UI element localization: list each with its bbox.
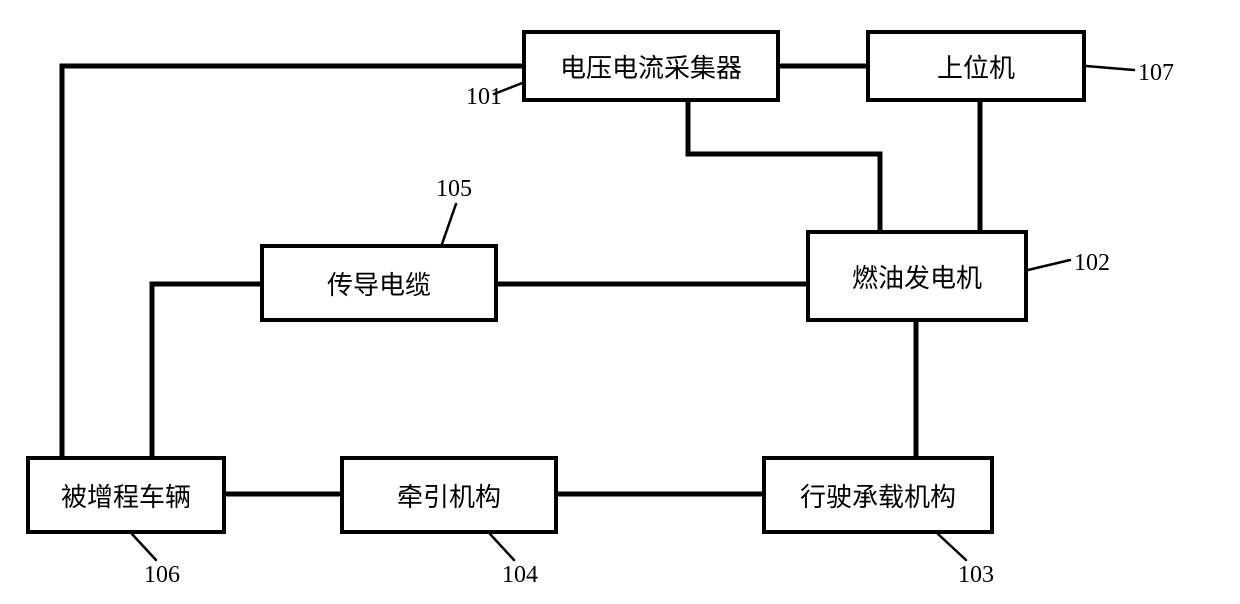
node-traction: 牵引机构 — [340, 456, 558, 534]
node-generator: 燃油发电机 — [806, 230, 1028, 322]
node-label-carrier: 行驶承载机构 — [800, 477, 956, 514]
node-label-vehicle: 被增程车辆 — [61, 477, 191, 514]
node-collector: 电压电流采集器 — [522, 30, 780, 102]
edge-collector-generator — [688, 102, 880, 230]
node-label-generator: 燃油发电机 — [852, 258, 982, 295]
node-cable: 传导电缆 — [260, 244, 498, 322]
node-host: 上位机 — [866, 30, 1086, 102]
node-label-traction: 牵引机构 — [397, 477, 501, 514]
leader-generator — [1028, 260, 1070, 270]
node-label-host: 上位机 — [937, 48, 1015, 85]
leader-host — [1086, 66, 1134, 70]
diagram-canvas: 电压电流采集器 上位机传导电缆 燃油发电机被增程车辆 牵引机构 行驶承载机构 101 107… — [0, 0, 1240, 604]
edge-cable-vehicle — [152, 284, 260, 456]
node-label-cable: 传导电缆 — [327, 265, 431, 302]
node-vehicle: 被增程车辆 — [26, 456, 226, 534]
node-label-collector: 电压电流采集器 — [560, 48, 742, 85]
leader-vehicle — [132, 534, 156, 560]
ref-label-generator: 102 — [1074, 250, 1110, 277]
leader-cable — [442, 204, 456, 244]
ref-label-cable: 105 — [436, 176, 472, 203]
ref-label-carrier: 103 — [958, 562, 994, 589]
node-carrier: 行驶承载机构 — [762, 456, 994, 534]
ref-label-vehicle: 106 — [144, 562, 180, 589]
ref-label-host: 107 — [1138, 60, 1174, 87]
ref-label-collector: 101 — [466, 84, 502, 111]
leader-carrier — [938, 534, 966, 560]
leader-traction — [490, 534, 514, 560]
ref-label-traction: 104 — [502, 562, 538, 589]
